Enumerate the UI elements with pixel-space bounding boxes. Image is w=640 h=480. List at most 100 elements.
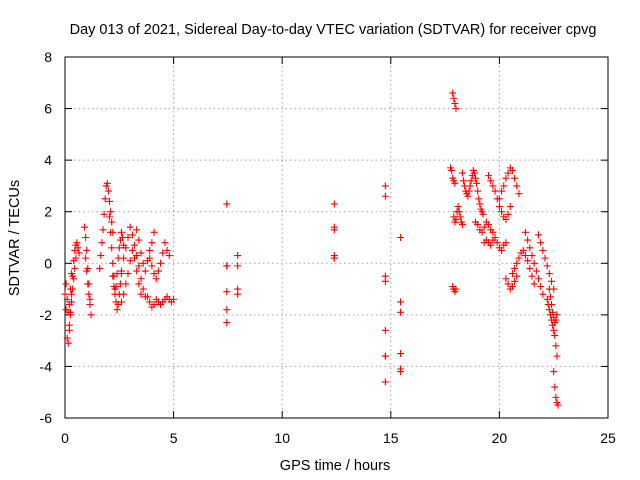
data-point <box>122 280 130 288</box>
data-point <box>449 89 457 97</box>
data-point <box>101 195 109 203</box>
x-tick-label: 15 <box>383 430 399 446</box>
data-point <box>72 254 80 262</box>
y-axis-label: SDTVAR / TECUs <box>7 180 23 296</box>
data-point <box>330 200 338 208</box>
data-point <box>150 270 158 278</box>
y-tick-label: 0 <box>44 255 52 271</box>
data-point <box>234 290 242 298</box>
data-point <box>81 223 89 231</box>
data-point <box>526 244 534 252</box>
data-point <box>478 228 486 236</box>
data-point <box>161 239 169 247</box>
data-point <box>489 182 497 190</box>
data-point <box>511 277 519 285</box>
data-point <box>68 270 76 278</box>
data-point <box>491 187 499 195</box>
y-tick-label: -2 <box>40 307 53 323</box>
data-point <box>508 270 516 278</box>
y-tick-label: -4 <box>40 358 53 374</box>
data-point <box>139 259 147 267</box>
data-point <box>108 244 116 252</box>
data-point <box>546 293 554 301</box>
data-point <box>98 239 106 247</box>
data-point <box>448 166 456 174</box>
data-point <box>381 277 389 285</box>
data-point <box>86 301 94 309</box>
data-point <box>150 301 158 309</box>
data-point <box>397 368 405 376</box>
y-tick-label: 6 <box>44 101 52 117</box>
data-point <box>498 208 506 216</box>
data-point <box>476 200 484 208</box>
data-point <box>82 254 90 262</box>
plot-frame <box>64 56 609 419</box>
data-point <box>61 290 69 298</box>
data-point <box>104 187 112 195</box>
data-point <box>63 334 71 342</box>
data-point <box>124 234 132 241</box>
data-point <box>96 264 104 272</box>
data-point <box>502 239 510 247</box>
data-point <box>467 177 475 185</box>
data-point <box>117 228 125 236</box>
data-point <box>163 246 171 254</box>
data-point <box>85 290 93 298</box>
data-point <box>458 221 466 229</box>
data-point <box>472 174 480 182</box>
data-point <box>479 210 487 218</box>
data-point <box>534 275 542 283</box>
data-point <box>530 259 538 267</box>
data-point <box>550 326 558 334</box>
data-point <box>63 295 71 303</box>
data-point <box>144 293 152 301</box>
data-point <box>74 244 82 252</box>
data-point <box>543 262 551 270</box>
data-point <box>82 234 90 241</box>
data-point <box>502 215 510 223</box>
data-point <box>381 352 389 360</box>
data-point <box>68 290 76 298</box>
data-point <box>381 182 389 190</box>
axis-ticks: 0 5 10 15 20 25 -6 -4 -2 0 2 4 6 8 <box>40 49 616 446</box>
data-point <box>495 203 503 211</box>
data-point <box>109 259 117 267</box>
data-point <box>551 331 559 339</box>
x-tick-label: 0 <box>61 430 69 446</box>
data-point <box>508 166 516 174</box>
data-point <box>545 285 553 293</box>
data-point <box>498 187 506 195</box>
data-point <box>69 285 77 293</box>
data-point <box>122 244 130 252</box>
data-point <box>451 99 459 107</box>
data-point <box>135 262 143 270</box>
data-point <box>526 264 534 272</box>
data-point <box>128 246 136 254</box>
data-point <box>152 275 160 283</box>
data-point <box>330 252 338 260</box>
chart-title: Day 013 of 2021, Sidereal Day-to-day VTE… <box>70 22 597 38</box>
data-point <box>154 267 162 275</box>
data-point <box>84 280 92 288</box>
data-point <box>146 254 154 262</box>
data-point <box>528 272 536 280</box>
data-point <box>539 290 547 298</box>
data-point <box>128 231 136 239</box>
data-point <box>97 252 105 260</box>
data-point <box>115 244 123 252</box>
data-point <box>552 393 560 401</box>
data-point <box>532 267 540 275</box>
data-point <box>131 241 139 249</box>
data-point <box>397 308 405 316</box>
data-point <box>470 169 478 177</box>
y-tick-label: 8 <box>44 49 52 65</box>
data-point <box>106 197 114 205</box>
data-point <box>455 208 463 216</box>
data-point <box>552 316 560 324</box>
data-point <box>498 246 506 254</box>
data-point <box>148 262 156 270</box>
data-point <box>550 368 558 376</box>
data-point <box>64 339 72 347</box>
data-point <box>504 169 512 177</box>
data-point <box>133 267 141 275</box>
